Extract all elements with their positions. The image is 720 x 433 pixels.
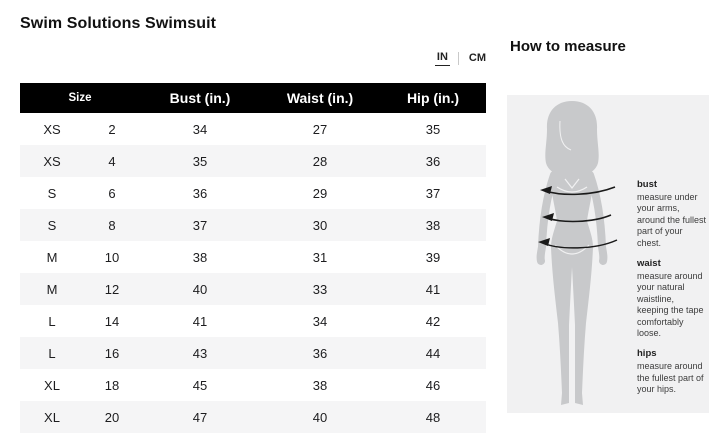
table-row: M 12 40 33 41	[20, 273, 486, 305]
cell-size-label: S	[47, 217, 57, 233]
cell-hip: 41	[425, 281, 441, 297]
measure-label-bust: bust	[637, 179, 658, 190]
unit-option-cm[interactable]: CM	[468, 51, 486, 64]
measure-label-waist: waist	[637, 258, 661, 270]
cell-size-label: S	[47, 185, 57, 201]
cell-size-label: XL	[44, 377, 60, 393]
cell-hip: 46	[425, 377, 441, 393]
cell-waist: 33	[312, 281, 328, 297]
unit-toggle: IN CM	[428, 49, 488, 67]
cell-waist: 30	[312, 217, 328, 233]
header-size: Size	[68, 92, 92, 104]
cell-hip: 37	[425, 185, 441, 201]
cell-waist: 27	[312, 121, 328, 137]
table-row: XL 20 47 40 48	[20, 401, 486, 433]
cell-size-label: M	[46, 249, 58, 265]
cell-waist: 36	[312, 345, 328, 361]
cell-size-label: XS	[43, 121, 61, 137]
cell-waist: 34	[312, 313, 328, 329]
cell-bust: 40	[192, 281, 208, 297]
cell-size-number: 12	[104, 281, 120, 297]
cell-size-number: 10	[104, 249, 120, 265]
figure-body	[551, 157, 593, 405]
table-row: L 14 41 34 42	[20, 305, 486, 337]
unit-option-in[interactable]: IN	[434, 50, 450, 66]
waist-measure-arrow	[542, 213, 612, 223]
how-to-measure-title: How to measure	[510, 38, 626, 55]
cell-bust: 35	[192, 153, 208, 169]
bust-measure-arrow	[540, 186, 616, 196]
cell-size-number: 16	[104, 345, 120, 361]
page-title: Swim Solutions Swimsuit	[20, 15, 217, 32]
measure-text-waist: measure around your natural waistline, k…	[637, 271, 704, 339]
cell-bust: 37	[192, 217, 208, 233]
table-row: S 8 37 30 38	[20, 209, 486, 241]
cell-size-label: M	[46, 281, 58, 297]
cell-size-number: 2	[108, 121, 116, 137]
cell-size-number: 8	[108, 217, 116, 233]
table-row: XS 4 35 28 36	[20, 145, 486, 177]
cell-hip: 38	[425, 217, 441, 233]
table-row: L 16 43 36 44	[20, 337, 486, 369]
cell-bust: 43	[192, 345, 208, 361]
cell-bust: 47	[192, 409, 208, 425]
measure-instructions: bust measure under your arms, around the…	[637, 179, 707, 405]
unit-toggle-divider	[457, 51, 459, 65]
cell-size-number: 18	[104, 377, 120, 393]
measure-text-bust: measure under your arms, around the full…	[637, 192, 707, 248]
hips-measure-arrow	[538, 238, 618, 249]
cell-hip: 42	[425, 313, 441, 329]
cell-bust: 34	[192, 121, 208, 137]
cell-hip: 39	[425, 249, 441, 265]
header-hip: Hip (in.)	[406, 90, 460, 106]
cell-waist: 28	[312, 153, 328, 169]
cell-hip: 48	[425, 409, 441, 425]
figure-hair	[545, 101, 599, 174]
cell-bust: 36	[192, 185, 208, 201]
cell-size-number: 4	[108, 153, 116, 169]
table-row: M 10 38 31 39	[20, 241, 486, 273]
cell-waist: 29	[312, 185, 328, 201]
cell-hip: 44	[425, 345, 441, 361]
table-row: XS 2 34 27 35	[20, 113, 486, 145]
cell-size-label: XS	[43, 153, 61, 169]
measure-section-bust: bust measure under your arms, around the…	[637, 179, 707, 249]
cell-size-number: 20	[104, 409, 120, 425]
measure-section-waist: waist measure around your natural waistl…	[637, 258, 707, 339]
cell-bust: 41	[192, 313, 208, 329]
cell-size-number: 14	[104, 313, 120, 329]
header-waist: Waist (in.)	[286, 90, 354, 106]
female-figure-illustration	[536, 101, 618, 405]
table-row: S 6 36 29 37	[20, 177, 486, 209]
cell-waist: 38	[312, 377, 328, 393]
size-table: Size Bust (in.) Waist (in.) Hip (in.) XS…	[20, 83, 486, 433]
table-row: XL 18 45 38 46	[20, 369, 486, 401]
cell-size-number: 6	[108, 185, 116, 201]
figure-bra-line	[556, 178, 588, 193]
header-bust: Bust (in.)	[169, 90, 231, 106]
cell-waist: 40	[312, 409, 328, 425]
cell-size-label: L	[48, 345, 56, 361]
measure-section-hips: hips measure around the fullest part of …	[637, 348, 707, 395]
table-header-row: Size Bust (in.) Waist (in.) Hip (in.)	[20, 83, 486, 113]
cell-hip: 36	[425, 153, 441, 169]
cell-bust: 38	[192, 249, 208, 265]
cell-bust: 45	[192, 377, 208, 393]
cell-hip: 35	[425, 121, 441, 137]
figure-face-line	[559, 120, 572, 151]
table-body: XS 2 34 27 35 XS 4 35 28 36 S 6 36 29 37	[20, 113, 486, 433]
cell-waist: 31	[312, 249, 328, 265]
measure-label-hips: hips	[637, 348, 657, 360]
how-to-measure-panel: bust measure under your arms, around the…	[507, 95, 709, 413]
measure-text-hips: measure around the fullest part of your …	[637, 361, 704, 395]
cell-size-label: L	[48, 313, 56, 329]
cell-size-label: XL	[44, 409, 60, 425]
